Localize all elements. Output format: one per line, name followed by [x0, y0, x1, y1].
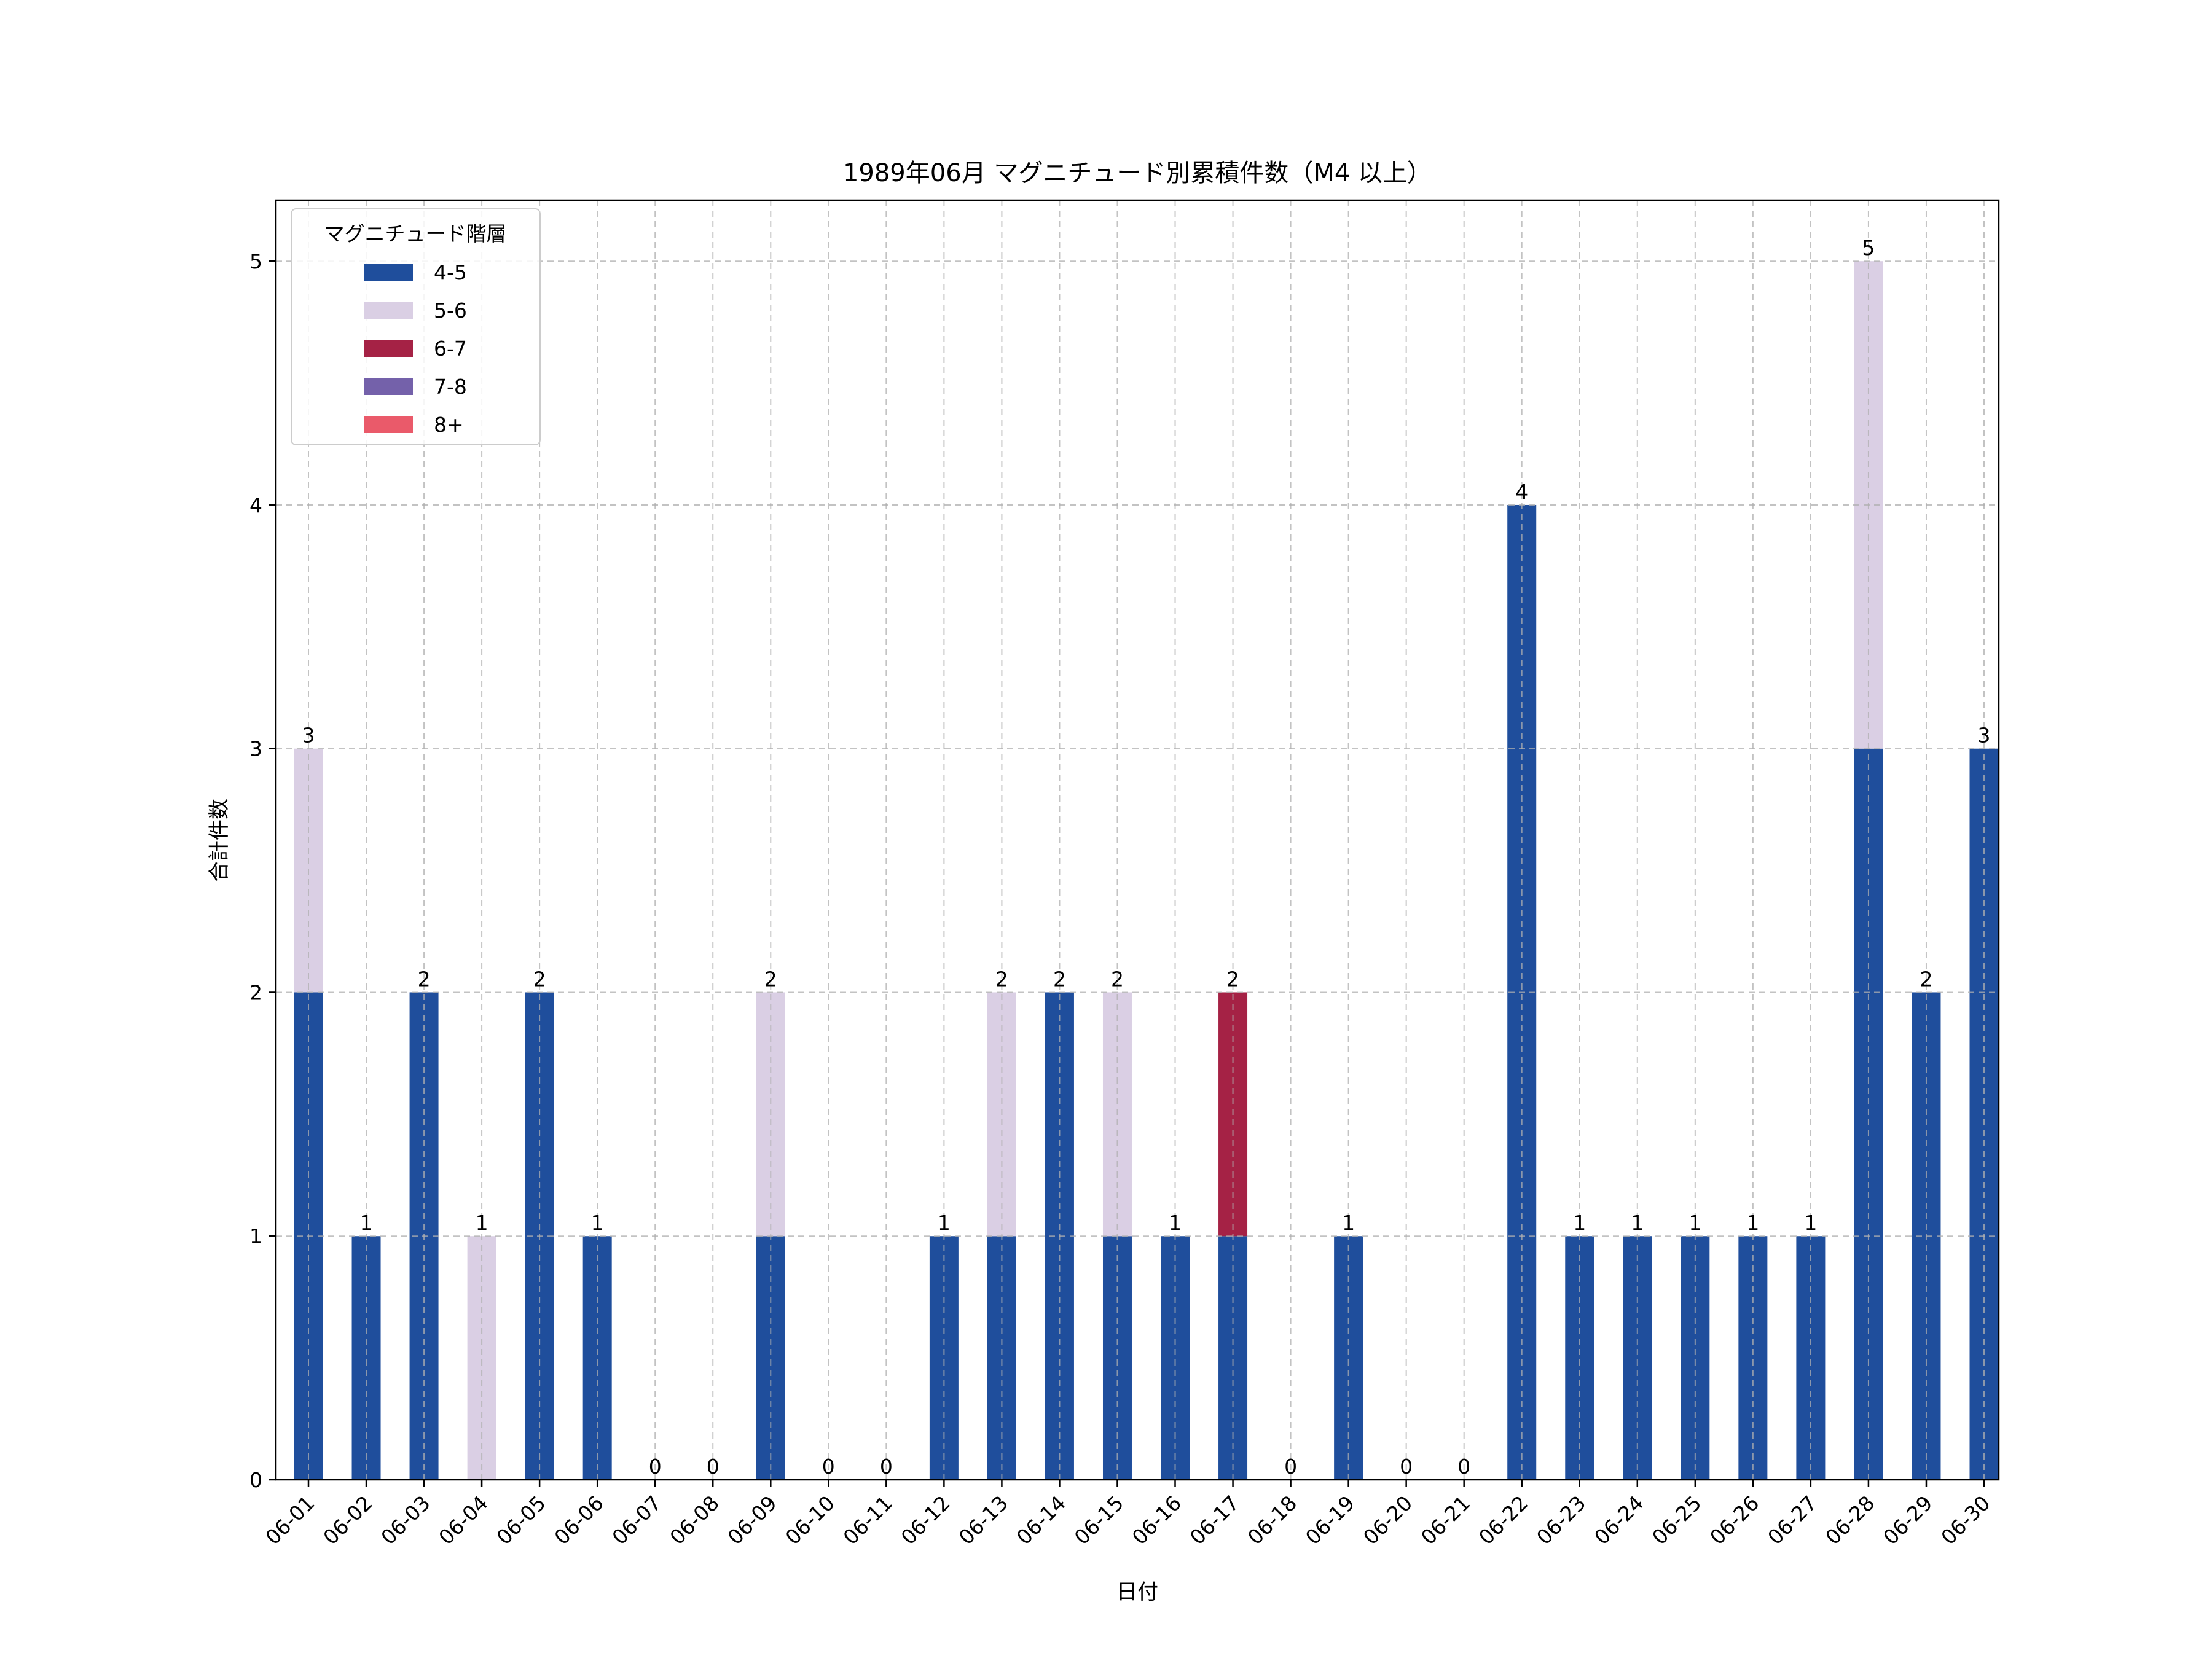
x-tick-label-06-03: 06-03 — [376, 1491, 434, 1549]
x-tick-label-06-27: 06-27 — [1763, 1491, 1821, 1549]
bar-total-label-06-21: 0 — [1457, 1455, 1470, 1479]
x-tick-label-06-11: 06-11 — [839, 1491, 897, 1549]
x-tick-label-06-05: 06-05 — [492, 1491, 550, 1549]
bars — [294, 261, 1999, 1480]
legend-label-8+: 8+ — [434, 413, 464, 437]
x-tick-label-06-16: 06-16 — [1128, 1491, 1186, 1549]
x-tick-label-06-15: 06-15 — [1070, 1491, 1128, 1549]
x-tick-label-06-28: 06-28 — [1821, 1491, 1879, 1549]
x-tick-label-06-06: 06-06 — [549, 1491, 608, 1549]
y-tick-label-3: 3 — [249, 737, 262, 761]
bar-total-label-06-23: 1 — [1573, 1211, 1586, 1235]
x-tick-label-06-30: 06-30 — [1936, 1491, 1994, 1549]
bar-total-label-06-24: 1 — [1631, 1211, 1644, 1235]
bar-total-label-06-01: 3 — [302, 724, 315, 748]
y-tick-label-1: 1 — [249, 1224, 262, 1248]
x-tick-label-06-21: 06-21 — [1416, 1491, 1475, 1549]
x-tick-label-06-19: 06-19 — [1301, 1491, 1359, 1549]
bar-total-label-06-09: 2 — [764, 967, 777, 991]
x-tick-label-06-17: 06-17 — [1185, 1491, 1244, 1549]
bar-total-label-06-13: 2 — [995, 967, 1008, 991]
bar-total-label-06-04: 1 — [476, 1211, 488, 1235]
legend-label-5-6: 5-6 — [434, 299, 467, 322]
x-tick-label-06-29: 06-29 — [1878, 1491, 1937, 1549]
x-axis-ticks: 06-0106-0206-0306-0406-0506-0606-0706-08… — [261, 1480, 1995, 1549]
y-tick-label-5: 5 — [249, 249, 262, 273]
x-tick-label-06-18: 06-18 — [1243, 1491, 1301, 1549]
bar-total-label-06-18: 0 — [1284, 1455, 1297, 1479]
legend-label-4-5: 4-5 — [434, 260, 467, 284]
legend-swatch-6-7 — [364, 340, 413, 357]
x-axis-label: 日付 — [1116, 1580, 1158, 1604]
legend-frame — [291, 208, 541, 445]
x-tick-label-06-08: 06-08 — [665, 1491, 724, 1549]
legend-swatch-8+ — [364, 416, 413, 433]
legend-items: 4-5 5-6 6-7 7-8 8+ — [364, 260, 467, 437]
bar-total-label-06-17: 2 — [1226, 967, 1239, 991]
bar-total-label-06-10: 0 — [822, 1455, 835, 1479]
y-tick-label-4: 4 — [249, 493, 262, 517]
x-tick-label-06-22: 06-22 — [1474, 1491, 1532, 1549]
bar-total-label-06-16: 1 — [1169, 1211, 1182, 1235]
x-tick-label-06-02: 06-02 — [318, 1491, 377, 1549]
bar-total-label-06-19: 1 — [1342, 1211, 1355, 1235]
bar-total-label-06-26: 1 — [1746, 1211, 1759, 1235]
y-tick-label-2: 2 — [249, 980, 262, 1004]
bar-total-label-06-29: 2 — [1920, 967, 1932, 991]
bar-total-label-06-11: 0 — [880, 1455, 893, 1479]
bar-total-label-06-15: 2 — [1111, 967, 1124, 991]
x-tick-label-06-23: 06-23 — [1532, 1491, 1590, 1549]
x-tick-label-06-24: 06-24 — [1590, 1491, 1648, 1549]
legend: マグニチュード階層 4-5 5-6 6-7 7-8 8+ — [291, 208, 541, 445]
bar-total-label-06-22: 4 — [1515, 480, 1528, 504]
x-tick-label-06-01: 06-01 — [261, 1491, 319, 1549]
bar-total-label-06-27: 1 — [1804, 1211, 1817, 1235]
x-tick-label-06-25: 06-25 — [1647, 1491, 1706, 1549]
x-tick-label-06-13: 06-13 — [954, 1491, 1013, 1549]
x-tick-label-06-09: 06-09 — [723, 1491, 782, 1549]
legend-swatch-5-6 — [364, 302, 413, 319]
x-tick-label-06-14: 06-14 — [1012, 1491, 1070, 1549]
y-axis-label: 合計件数 — [207, 799, 232, 882]
bar-total-label-06-06: 1 — [591, 1211, 604, 1235]
bar-total-label-06-12: 1 — [938, 1211, 951, 1235]
y-tick-label-0: 0 — [249, 1468, 262, 1492]
x-tick-label-06-10: 06-10 — [781, 1491, 839, 1549]
bar-total-labels: 3 1 2 1 2 1 0 0 2 0 0 1 2 2 2 1 2 0 1 0 0 4 1 1 1 1 1 5 2 3 — [302, 236, 1991, 1479]
bar-total-label-06-07: 0 — [649, 1455, 662, 1479]
bar-total-label-06-28: 5 — [1862, 236, 1875, 260]
x-tick-label-06-20: 06-20 — [1359, 1491, 1417, 1549]
bar-total-label-06-25: 1 — [1688, 1211, 1701, 1235]
x-tick-label-06-04: 06-04 — [434, 1491, 492, 1549]
legend-label-6-7: 6-7 — [434, 337, 467, 361]
legend-title: マグニチュード階層 — [324, 222, 507, 246]
bar-total-label-06-03: 2 — [418, 967, 431, 991]
bar-total-label-06-05: 2 — [533, 967, 546, 991]
bar-total-label-06-20: 0 — [1400, 1455, 1413, 1479]
legend-swatch-4-5 — [364, 264, 413, 281]
chart-title: 1989年06月 マグニチュード別累積件数（M4 以上） — [843, 159, 1432, 187]
bar-total-label-06-02: 1 — [360, 1211, 373, 1235]
plot-area-frame — [275, 199, 2000, 1481]
bar-total-label-06-14: 2 — [1053, 967, 1066, 991]
grid-lines — [276, 200, 1999, 1480]
legend-swatch-7-8 — [364, 378, 413, 395]
bar-total-label-06-30: 3 — [1978, 724, 1991, 748]
bar-total-label-06-08: 0 — [707, 1455, 720, 1479]
x-tick-label-06-26: 06-26 — [1705, 1491, 1763, 1549]
y-axis-ticks: 0 1 2 3 4 5 — [249, 249, 276, 1492]
x-tick-label-06-12: 06-12 — [896, 1491, 955, 1549]
legend-label-7-8: 7-8 — [434, 375, 467, 399]
x-tick-label-06-07: 06-07 — [607, 1491, 665, 1549]
